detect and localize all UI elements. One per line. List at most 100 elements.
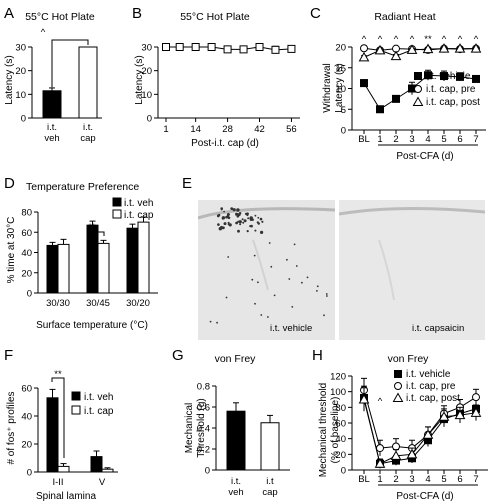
panel-d-y-tick-label: 80: [21, 208, 32, 219]
micrograph-fos-dot: [244, 212, 248, 216]
panel-f-xlabel: Spinal lamina: [36, 491, 96, 502]
panel-a-sig-bracket: [51, 39, 89, 88]
panel-c-sig-mark: ^: [474, 34, 479, 45]
panel-f-sig-bracket: [51, 377, 65, 458]
micrograph-fos-dot: [257, 222, 260, 225]
panel-h-point: [406, 448, 418, 459]
micrograph-capsaicin-caption: i.t. capsaicin: [412, 323, 465, 334]
panel-b-point: [191, 43, 200, 51]
panel-g-y-tick-label: 0.4: [197, 424, 210, 435]
micrograph-fos-dot: [232, 208, 236, 212]
panel-f-x-tick-label: V: [99, 477, 106, 488]
micrograph-fos-dot: [221, 217, 225, 220]
panel-c-sig-mark: ^: [378, 34, 383, 45]
panel-d-legend-swatch: [112, 197, 122, 207]
panel-h-x-tick-label: 2: [393, 474, 398, 485]
panel-f-bar: [101, 468, 114, 473]
micrograph-fos-dot: [246, 230, 249, 233]
micrograph-fos-dot: [257, 281, 259, 284]
micrograph-fos-dot: [222, 226, 225, 230]
panel-h-y-tick-label: 60: [335, 419, 346, 430]
panel-c-y-tick-label: 10: [335, 84, 346, 95]
panel-d-ylabel: % time at 30°C: [6, 217, 17, 284]
micrograph-fos-dot: [254, 229, 257, 232]
panel-f-bar: [57, 465, 70, 473]
micrograph-fos-dot: [316, 285, 319, 288]
panel-h-x-tick-label: BL: [358, 474, 370, 485]
micrograph-fos-dot: [238, 220, 242, 224]
panel-g-ylabel-1: Mechanical: [184, 403, 195, 454]
micrograph-fos-dot: [325, 293, 328, 295]
panel-a-y-tick-label: 10: [15, 90, 26, 101]
micrograph-fos-dot: [254, 302, 256, 305]
panel-b-point: [271, 45, 280, 54]
panel-h-ylabel-2: (% of baseline): [330, 397, 341, 464]
panel-c-point: [454, 43, 466, 53]
panel-a-x-tick-label: i.t.: [83, 122, 93, 133]
micrograph-fos-dot: [316, 290, 318, 292]
panel-c-y-tick-label: 15: [335, 63, 346, 74]
micrograph-fos-dot: [237, 220, 240, 223]
panel-h-legend-label: i.t. cap, post: [406, 393, 460, 404]
micrograph-fos-dot: [301, 281, 303, 284]
micrograph-fos-dot: [286, 258, 288, 261]
micrograph-fos-dot: [253, 254, 256, 257]
panel-d-title: Temperature Preference: [26, 181, 139, 193]
micrograph-fos-dot: [226, 213, 230, 216]
panel-h-legend-label: i.t. cap, pre: [406, 381, 456, 392]
micrograph-vehicle-caption: i.t. vehicle: [270, 323, 313, 334]
panel-h-point: [358, 393, 370, 404]
panel-d-sig-bracket: [91, 231, 105, 236]
micrograph-fos-dot: [223, 222, 227, 226]
micrograph-fos-dot: [237, 229, 240, 233]
micrograph-fos-dot: [209, 320, 212, 323]
panel-d-y-tick-label: 20: [21, 268, 32, 279]
micrograph-fos-dot: [249, 217, 253, 221]
panel-d-x-tick-label: 30/30: [46, 298, 70, 309]
panel-b-point: [255, 43, 264, 51]
panel-e: E: [182, 175, 192, 192]
micrograph-fos-dot: [295, 265, 298, 267]
panel-c-sig-mark: ^: [394, 34, 399, 45]
panel-f-legend-swatch: [71, 391, 81, 401]
panel-d-bar: [137, 221, 150, 294]
panel-h-point: [472, 393, 480, 402]
panel-d-x-tick-label: 30/20: [126, 298, 150, 309]
panel-h-y-tick-label: 40: [335, 434, 346, 445]
panel-g-x-tick-label: i.t: [266, 476, 274, 487]
micrograph-fos-dot: [230, 207, 234, 210]
panel-f-y-tick-label: 40: [21, 412, 32, 423]
panel-d-bar: [46, 244, 59, 294]
micrograph-fos-dot: [323, 314, 325, 317]
panel-c-x-tick-label: 7: [473, 134, 478, 145]
panel-b-point: [175, 43, 184, 51]
panel-d-y-tick-label: 0: [27, 289, 32, 300]
panel-f-label: F: [4, 347, 13, 364]
panel-f-sig-mark: **: [54, 369, 62, 380]
panel-b-axes: 0 10 20 30 1 14 28 42 56: [141, 43, 300, 135]
panel-h-legend-point: [392, 392, 404, 402]
panel-c-sig-mark: **: [424, 34, 432, 45]
micrograph-fos-dot: [247, 217, 250, 220]
micrograph-fos-dot: [242, 221, 245, 224]
panel-c-legend-label: i.t. cap, post: [426, 97, 480, 108]
panel-f-legend-swatch: [71, 405, 81, 415]
panel-h-x-tick-label: 4: [425, 474, 430, 485]
micrograph-fos-dot: [251, 278, 254, 281]
panel-c-x-tick-label: 5: [441, 134, 446, 145]
panel-a-x-tick-label: veh: [44, 133, 59, 144]
panel-c-point: [470, 43, 482, 53]
panel-g-x-tick-label: i.t.: [231, 476, 241, 487]
micrograph-fos-dot: [217, 223, 220, 226]
panel-b-point: [207, 43, 216, 51]
micrograph-capsaicin-drawing: [339, 200, 485, 340]
panel-a-x-tick-label: cap: [80, 133, 95, 144]
panel-g-ylabel-2: Threshold (g): [196, 398, 207, 457]
micrograph-fos-dot: [270, 265, 273, 268]
panel-c: C Radiant Heat Withdrawal Latency (s) Po…: [310, 5, 486, 162]
panel-h-point: [470, 407, 482, 417]
micrograph-fos-dot: [225, 296, 228, 299]
micrograph-vehicle-drawing: [198, 200, 335, 340]
